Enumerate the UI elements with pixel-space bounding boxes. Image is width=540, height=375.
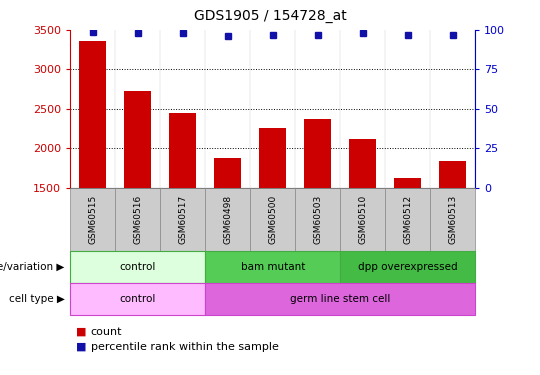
Text: percentile rank within the sample: percentile rank within the sample [91, 342, 279, 352]
Text: ■: ■ [76, 342, 86, 352]
Text: germ line stem cell: germ line stem cell [290, 294, 390, 304]
Text: dpp overexpressed: dpp overexpressed [358, 262, 457, 272]
Text: GSM60510: GSM60510 [358, 195, 367, 244]
Text: GSM60503: GSM60503 [313, 195, 322, 244]
Bar [124, 92, 151, 306]
Text: control: control [119, 262, 156, 272]
Bar [394, 178, 421, 306]
Bar [349, 140, 376, 306]
Text: GDS1905 / 154728_at: GDS1905 / 154728_at [194, 9, 346, 23]
Text: count: count [91, 327, 122, 337]
Bar [259, 128, 286, 306]
Bar [304, 119, 331, 306]
Text: GSM60513: GSM60513 [448, 195, 457, 244]
Text: genotype/variation ▶: genotype/variation ▶ [0, 262, 65, 272]
Bar [79, 41, 106, 306]
Text: cell type ▶: cell type ▶ [9, 294, 65, 304]
Bar [169, 112, 196, 306]
Text: GSM60515: GSM60515 [88, 195, 97, 244]
Text: GSM60516: GSM60516 [133, 195, 142, 244]
Bar [214, 158, 241, 306]
Text: ■: ■ [76, 327, 86, 337]
Text: bam mutant: bam mutant [240, 262, 305, 272]
Text: GSM60517: GSM60517 [178, 195, 187, 244]
Text: GSM60500: GSM60500 [268, 195, 277, 244]
Bar [439, 161, 466, 306]
Text: GSM60512: GSM60512 [403, 195, 412, 244]
Text: GSM60498: GSM60498 [223, 195, 232, 244]
Text: control: control [119, 294, 156, 304]
